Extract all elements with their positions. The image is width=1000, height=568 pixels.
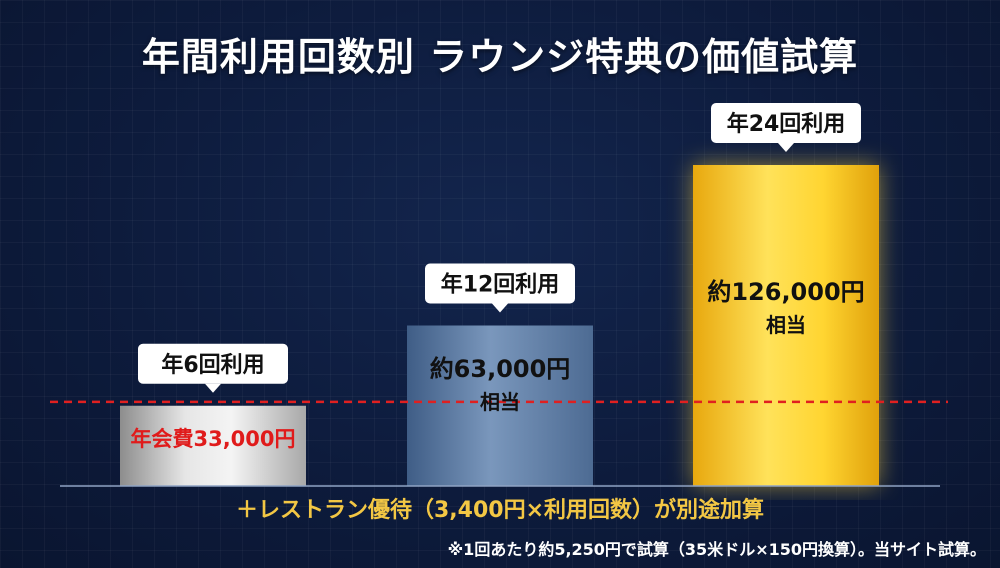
category-label-box bbox=[425, 263, 575, 304]
category-label: 年6回利用 bbox=[161, 352, 264, 378]
category-label-box bbox=[138, 343, 288, 384]
category-label-pointer bbox=[205, 383, 221, 393]
category-label-pointer bbox=[492, 303, 508, 313]
bar-value-label: 約126,000円 bbox=[707, 278, 864, 306]
bar-1 bbox=[120, 405, 306, 486]
bar-value-label: 約63,000円 bbox=[430, 355, 571, 383]
calculation-footnote: ※1回あたり約5,250円で試算（35米ドル×150円換算）。当サイト試算。 bbox=[447, 540, 986, 559]
category-label-box bbox=[711, 103, 861, 143]
category-label-pointer bbox=[778, 143, 794, 152]
bar-chart: 年6回利用年12回利用約63,000円相当年24回利用約126,000円相当年会… bbox=[50, 103, 948, 487]
bar-value-sublabel: 相当 bbox=[766, 313, 806, 337]
bar-value-sublabel: 相当 bbox=[480, 390, 520, 414]
bar-3 bbox=[693, 165, 879, 486]
chart-title: 年間利用回数別 ラウンジ特典の価値試算 bbox=[141, 35, 859, 79]
restaurant-bonus-note: ＋レストラン優待（3,400円×利用回数）が別途加算 bbox=[235, 498, 765, 523]
category-label: 年24回利用 bbox=[727, 111, 846, 137]
bar-2 bbox=[407, 325, 593, 486]
annual-fee-label: 年会費33,000円 bbox=[130, 427, 295, 451]
category-label: 年12回利用 bbox=[441, 272, 560, 298]
